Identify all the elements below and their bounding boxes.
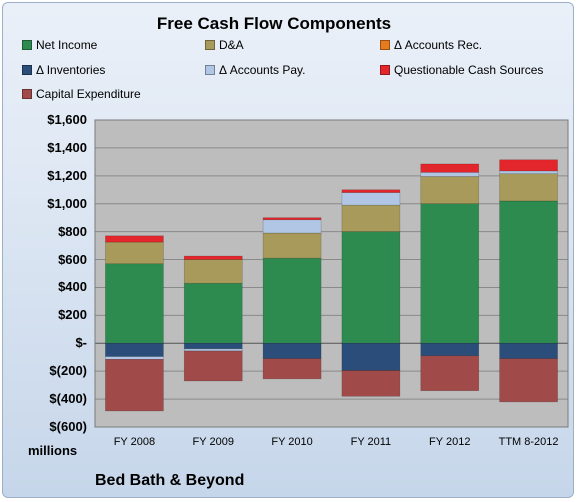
bar-segment bbox=[420, 203, 480, 344]
bar-segment bbox=[105, 359, 164, 412]
legend-item: Δ Accounts Pay. bbox=[205, 63, 306, 77]
bar-segment bbox=[341, 204, 401, 232]
bar-segment bbox=[420, 355, 480, 392]
y-tick-label: $1,000 bbox=[47, 195, 87, 211]
bar-segment bbox=[341, 192, 401, 206]
x-tick-label: TTM 8-2012 bbox=[498, 436, 559, 448]
bar-segment bbox=[499, 170, 558, 175]
plot-border bbox=[94, 119, 569, 428]
bar-segment bbox=[262, 257, 322, 344]
bar-segment bbox=[183, 282, 243, 344]
y-tick-label: $600 bbox=[58, 251, 87, 267]
y-tick-label: $1,600 bbox=[47, 112, 87, 127]
bar-segment bbox=[499, 358, 558, 403]
bar-segment bbox=[262, 232, 322, 259]
bar-segment bbox=[262, 219, 322, 234]
bar-segment bbox=[183, 348, 243, 352]
legend-label: Δ Accounts Pay. bbox=[219, 63, 306, 77]
legend-swatch bbox=[380, 65, 390, 75]
legend-label: Questionable Cash Sources bbox=[394, 63, 544, 77]
bar-segment bbox=[499, 200, 558, 344]
y-tick-label: $800 bbox=[58, 223, 87, 239]
y-tick-label: $400 bbox=[58, 279, 87, 295]
bar-segment bbox=[499, 342, 558, 359]
y-tick-label: $(400) bbox=[49, 391, 87, 407]
legend-item: D&A bbox=[205, 38, 244, 52]
bar-segment bbox=[420, 163, 480, 173]
bar-segment bbox=[183, 255, 243, 260]
x-tick-label: FY 2011 bbox=[350, 436, 392, 448]
bar-segment bbox=[341, 342, 401, 371]
bar-segment bbox=[183, 350, 243, 382]
bar-segment bbox=[262, 358, 322, 380]
bar-segment bbox=[420, 172, 480, 177]
bar-segment bbox=[341, 231, 401, 344]
y-tick-label: $- bbox=[75, 335, 87, 351]
bar-segment bbox=[105, 263, 164, 344]
y-tick-label: $1,400 bbox=[47, 139, 87, 155]
bar-segment bbox=[499, 159, 558, 172]
legend-swatch bbox=[380, 40, 390, 50]
bar-segment bbox=[183, 259, 243, 284]
bar-segment bbox=[105, 235, 164, 243]
bar-segment bbox=[183, 342, 243, 350]
y-tick-label: $(600) bbox=[49, 419, 87, 434]
y-tick-label: $1,200 bbox=[47, 167, 87, 183]
x-tick-label: FY 2008 bbox=[113, 436, 156, 448]
bar-segment bbox=[262, 342, 322, 359]
chart-title: Free Cash Flow Components bbox=[156, 14, 392, 33]
legend-item: Net Income bbox=[22, 38, 97, 52]
legend-label: Δ Accounts Rec. bbox=[394, 38, 483, 52]
x-tick-label: FY 2012 bbox=[429, 436, 471, 448]
bar-segment bbox=[105, 342, 164, 357]
bar-segment bbox=[420, 176, 480, 205]
bar-segment bbox=[105, 241, 164, 265]
legend-swatch bbox=[205, 65, 215, 75]
company-label: Bed Bath & Beyond bbox=[95, 472, 245, 489]
plot-background bbox=[95, 120, 568, 427]
legend-item: Δ Inventories bbox=[22, 63, 105, 77]
bar-segment bbox=[420, 342, 480, 357]
bar-segment bbox=[341, 189, 401, 193]
y-unit-label: millions bbox=[28, 443, 78, 458]
legend-swatch bbox=[22, 65, 32, 75]
bar-segment bbox=[105, 356, 164, 360]
bar-segment bbox=[262, 217, 322, 221]
legend-item: Δ Accounts Rec. bbox=[380, 38, 482, 52]
legend-item: Capital Expenditure bbox=[22, 87, 141, 101]
legend-label: Capital Expenditure bbox=[36, 87, 141, 101]
legend-swatch bbox=[22, 40, 32, 50]
x-tick-label: FY 2010 bbox=[271, 436, 313, 448]
x-tick-label: FY 2009 bbox=[192, 436, 234, 448]
legend-swatch bbox=[22, 89, 32, 99]
legend-swatch bbox=[205, 40, 215, 50]
y-tick-label: $200 bbox=[58, 307, 87, 323]
legend-item: Questionable Cash Sources bbox=[380, 63, 543, 77]
legend-label: D&A bbox=[219, 38, 244, 52]
bar-segment bbox=[341, 370, 401, 397]
legend-label: Net Income bbox=[36, 38, 98, 52]
bar-segment bbox=[499, 173, 558, 202]
legend-label: Δ Inventories bbox=[36, 63, 106, 77]
y-tick-label: $(200) bbox=[49, 363, 87, 379]
